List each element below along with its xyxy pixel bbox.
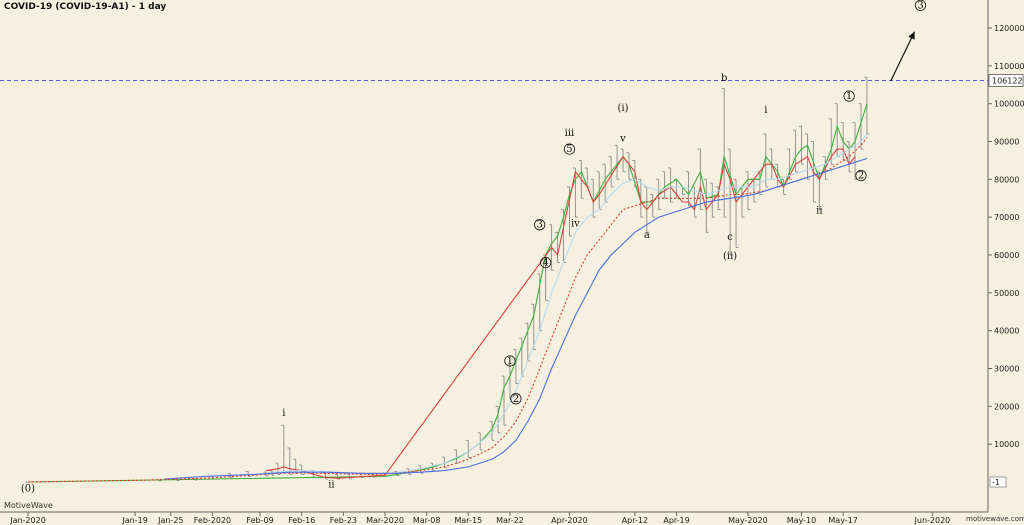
x-tick-label: May-17	[828, 516, 857, 525]
wave-label: 2	[513, 394, 519, 405]
x-tick-label: Feb-09	[246, 516, 273, 525]
indicator-lines	[27, 103, 868, 483]
x-tick-label: Apr-2020	[551, 516, 588, 525]
y-tick-label: 10000	[994, 440, 1019, 449]
wave-label: i	[282, 408, 285, 419]
wave-label: 2	[858, 171, 864, 182]
wave-label: ii	[328, 480, 334, 491]
chart-title: COVID-19 (COVID-19-A1) - 1 day	[4, 2, 167, 12]
wave-label: 1	[846, 91, 852, 102]
x-tick-label: Apr-19	[663, 516, 689, 525]
price-tag-box	[988, 74, 1024, 87]
x-tick-label: May-2020	[728, 516, 768, 525]
wave-circle	[563, 143, 576, 155]
wave-circle	[540, 256, 552, 269]
brand-watermark: MotiveWave	[4, 501, 53, 510]
x-tick-label: Jan-19	[121, 516, 147, 525]
wave-label: c	[727, 232, 733, 243]
x-tick-label: Mar-15	[454, 516, 482, 525]
x-tick-label: Mar-08	[413, 516, 441, 525]
y-tick-label: 100000	[994, 100, 1024, 109]
y-tick-label: 20000	[994, 402, 1019, 411]
wave-label: 4	[542, 258, 548, 269]
wave-label: 5	[566, 144, 572, 155]
series-line-3	[265, 133, 868, 475]
x-tick-label: Feb-23	[330, 516, 357, 525]
y-tick-label: 60000	[994, 251, 1019, 260]
y-tick-label: 40000	[994, 327, 1019, 336]
y-tick-label: 70000	[994, 213, 1019, 222]
wave-circle	[504, 355, 516, 367]
wave-label: 3	[537, 220, 543, 231]
wave-circle	[855, 169, 867, 182]
y-min-label: -1	[992, 478, 1000, 487]
x-tick-label: May-10	[787, 516, 816, 525]
y-tick-label: 80000	[994, 175, 1019, 184]
wave-label: i	[764, 105, 767, 116]
wave-circle	[510, 393, 522, 405]
wave-label: 1	[507, 356, 513, 367]
y-tick-label: 50000	[994, 289, 1019, 298]
wave-label: (i)	[617, 103, 628, 114]
projection-arrow	[890, 31, 916, 82]
wave-label: ii	[816, 205, 822, 216]
price-tag-label: 106122	[992, 77, 1023, 86]
wave-circle	[914, 0, 927, 11]
y-tick-label: 120000	[994, 24, 1024, 33]
arrow-head	[908, 31, 915, 40]
x-tick-label: Jan-2020	[9, 516, 46, 525]
wave-label: (ii)	[723, 251, 737, 262]
wave-label: iii	[565, 128, 575, 139]
wave-label: v	[619, 134, 626, 145]
wave-circle	[843, 90, 855, 102]
ohlc-bars	[25, 76, 870, 483]
wave-label: b	[721, 73, 727, 84]
series-line-4	[27, 137, 868, 483]
x-tick-label: Apr-12	[622, 516, 648, 525]
series-line-1	[27, 103, 868, 483]
wave-circle	[534, 219, 546, 231]
wave-label: a	[644, 230, 650, 241]
series-line-5	[164, 157, 868, 480]
y-tick-label: 110000	[994, 62, 1024, 71]
x-tick-label: Feb-2020	[194, 516, 231, 525]
x-tick-label: Mar-2020	[366, 516, 404, 525]
wave-label: 3	[917, 0, 923, 11]
x-tick-label: Jun-2020	[914, 516, 951, 525]
site-watermark: motivewave.com	[966, 515, 1024, 523]
y-min-box	[989, 476, 1007, 488]
y-tick-label: 30000	[994, 365, 1019, 374]
y-tick-label: 90000	[994, 138, 1019, 147]
x-tick-label: Mar-22	[496, 516, 524, 525]
x-tick-label: Jan-25	[157, 516, 183, 525]
wave-label: (0)	[21, 483, 35, 494]
series-line-2	[265, 148, 856, 479]
wave-label: iv	[571, 219, 580, 230]
x-tick-label: Feb-16	[288, 516, 315, 525]
